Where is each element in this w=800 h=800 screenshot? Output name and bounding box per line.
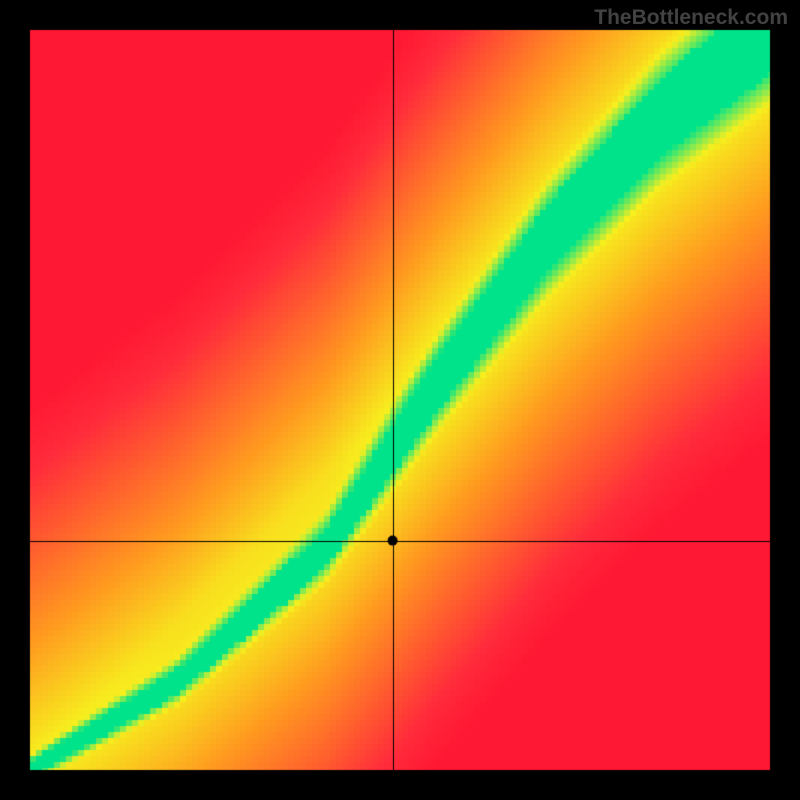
- watermark-text: TheBottleneck.com: [594, 6, 788, 30]
- chart-container: TheBottleneck.com: [0, 0, 800, 800]
- bottleneck-heatmap-canvas: [0, 0, 800, 800]
